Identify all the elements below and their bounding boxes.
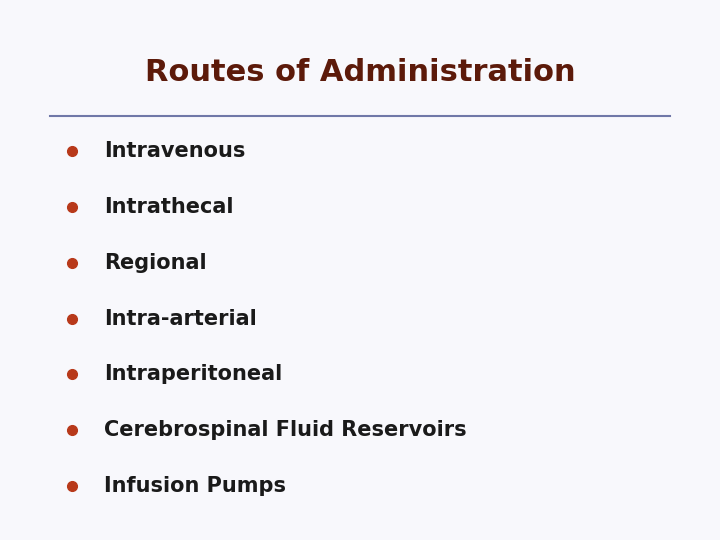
Text: Cerebrospinal Fluid Reservoirs: Cerebrospinal Fluid Reservoirs [104, 420, 467, 440]
Text: Regional: Regional [104, 253, 207, 273]
Text: Intra-arterial: Intra-arterial [104, 308, 257, 329]
Text: Intraperitoneal: Intraperitoneal [104, 364, 283, 384]
Text: Routes of Administration: Routes of Administration [145, 58, 575, 87]
Text: Intravenous: Intravenous [104, 141, 246, 161]
Text: Intrathecal: Intrathecal [104, 197, 234, 217]
Text: Infusion Pumps: Infusion Pumps [104, 476, 287, 496]
